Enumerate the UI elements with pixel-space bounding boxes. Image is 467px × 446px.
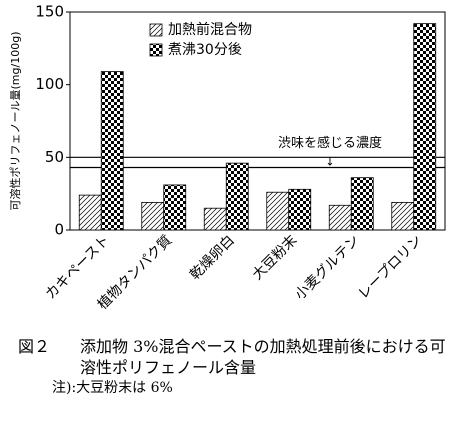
bar	[78, 194, 102, 231]
caption: 図２ 添加物 3%混合ペーストの加熱処理前後における可溶性ポリフェノール含量 注)…	[18, 336, 458, 399]
annotation: 渋味を感じる濃度	[278, 135, 382, 151]
y-tick-label: 100	[35, 75, 64, 93]
x-tick-label: 小麦グルテン	[292, 232, 363, 303]
bar	[413, 23, 437, 231]
bar	[350, 177, 374, 231]
x-tick-label: 大豆粉末	[249, 232, 300, 283]
y-tick-label: 0	[54, 221, 64, 239]
x-tick-label: 乾燥卵白	[187, 232, 238, 283]
x-tick-label: レープロリン	[355, 232, 425, 302]
bar	[328, 204, 352, 231]
chart: 可溶性ポリフェノール量(mg/100g) 0 50 100 150 渋味を感じる濃度 ↓ カ…	[8, 3, 446, 313]
bar	[100, 71, 124, 231]
y-axis-label: 可溶性ポリフェノール量(mg/100g)	[8, 32, 22, 211]
legend-swatch	[149, 43, 163, 57]
y-tick-label: 50	[45, 148, 64, 166]
plot-frame	[69, 11, 446, 231]
bar	[288, 188, 312, 231]
bar	[141, 201, 165, 231]
y-tick-label: 150	[35, 3, 64, 21]
figure-number: 図２	[18, 337, 51, 356]
x-tick-label: カキペースト	[43, 232, 113, 302]
bar	[225, 162, 249, 231]
annotation-arrow: ↓	[325, 155, 334, 168]
legend-swatch	[149, 23, 163, 37]
bar	[391, 201, 415, 231]
legend-label: 煮沸30分後	[168, 42, 242, 58]
bar	[163, 184, 187, 231]
caption-text: 添加物 3%混合ペーストの加熱処理前後における可溶性ポリフェノール含量	[80, 337, 446, 377]
legend-label: 加熱前混合物	[168, 21, 252, 38]
bar	[266, 191, 290, 231]
bar	[203, 207, 227, 231]
caption-note: 注):大豆粉末は 6%	[52, 380, 173, 396]
